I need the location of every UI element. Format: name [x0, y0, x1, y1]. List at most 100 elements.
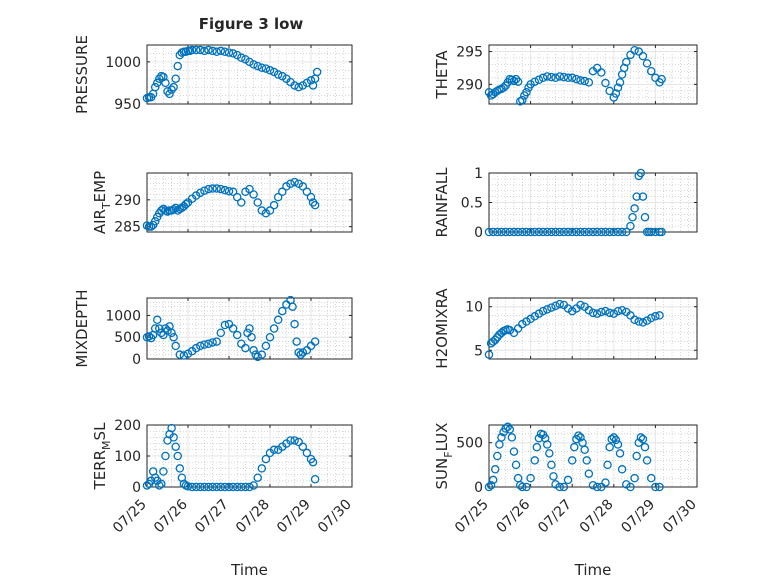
data-point — [302, 187, 312, 197]
data-point — [294, 348, 303, 357]
data-point — [208, 338, 217, 347]
data-point — [576, 300, 585, 310]
data-point — [563, 475, 573, 485]
data-point — [611, 89, 621, 98]
data-point — [555, 227, 564, 237]
y-axis-label: SUNFLUX — [433, 423, 455, 490]
data-point — [549, 472, 558, 481]
data-point — [183, 482, 193, 491]
axes-box — [146, 172, 353, 233]
data-point — [208, 184, 217, 193]
data-point — [547, 460, 556, 470]
data-point — [224, 186, 234, 196]
data-point — [292, 337, 301, 346]
y-tick-label: 1 — [474, 166, 483, 182]
data-point — [200, 482, 209, 492]
data-point — [580, 76, 589, 86]
data-point — [157, 479, 166, 489]
data-point — [269, 200, 279, 210]
data-point — [261, 454, 271, 464]
data-point — [576, 76, 585, 85]
data-point — [171, 341, 180, 351]
data-point — [522, 227, 531, 237]
y-axis-label: THETA — [433, 50, 451, 100]
data-point — [588, 227, 598, 237]
data-point — [636, 168, 646, 178]
x-tick-label: 07/27 — [535, 497, 575, 537]
data-point — [224, 48, 234, 57]
data-point — [488, 227, 498, 237]
data-point — [642, 59, 652, 68]
data-point — [497, 433, 506, 442]
data-point — [294, 82, 303, 92]
data-point — [249, 346, 258, 355]
data-point — [584, 469, 594, 478]
x-tick-label: 07/29 — [274, 497, 314, 537]
data-point — [630, 204, 639, 213]
data-point — [551, 227, 560, 237]
data-point — [542, 72, 552, 81]
data-point — [522, 482, 531, 492]
data-series — [484, 45, 666, 106]
data-point — [615, 78, 625, 87]
data-point — [636, 433, 646, 442]
data-point — [622, 57, 631, 67]
data-point — [609, 433, 619, 442]
data-point — [501, 227, 510, 237]
data-point — [518, 319, 527, 329]
data-point — [640, 212, 650, 222]
data-point — [273, 70, 283, 79]
data-point — [588, 308, 598, 318]
data-point — [588, 480, 598, 490]
data-point — [247, 332, 256, 342]
data-point — [486, 480, 496, 490]
data-point — [607, 434, 616, 444]
data-point — [584, 227, 594, 237]
data-point — [249, 481, 258, 490]
data-point — [241, 343, 250, 353]
data-point — [212, 337, 221, 346]
data-point — [503, 422, 512, 432]
data-point — [630, 315, 639, 325]
data-point — [493, 227, 502, 237]
data-point — [187, 482, 197, 492]
data-point — [601, 78, 610, 88]
data-point — [638, 192, 648, 201]
y-tick-label: 0.5 — [461, 196, 483, 212]
data-point — [204, 45, 213, 55]
x-axis-label: Time — [230, 561, 268, 579]
data-point — [167, 328, 176, 338]
data-point — [290, 436, 299, 445]
data-point — [530, 77, 540, 86]
data-point — [538, 227, 548, 237]
data-point — [228, 187, 238, 197]
data-point — [204, 339, 213, 348]
x-tick-label: 07/26 — [151, 496, 191, 536]
y-tick-label: 0 — [132, 480, 141, 496]
subplot-1: 950 1000 PRESSURE — [73, 35, 353, 114]
data-point — [286, 436, 295, 445]
data-point — [538, 73, 548, 83]
x-tick-label: 07/25 — [452, 497, 492, 537]
data-point — [175, 350, 185, 359]
data-point — [542, 227, 552, 237]
data-point — [245, 482, 254, 492]
data-point — [580, 227, 589, 237]
data-point — [241, 482, 250, 492]
data-point — [509, 447, 519, 456]
data-point — [490, 335, 500, 345]
data-point — [245, 184, 254, 194]
data-point — [150, 217, 160, 226]
data-point — [161, 451, 170, 461]
data-point — [265, 66, 275, 75]
data-point — [582, 456, 592, 465]
data-point — [592, 482, 602, 492]
subplot-4: 0 0.5 1 RAINFALL — [433, 166, 698, 241]
data-point — [551, 301, 560, 311]
y-axis-label: AIRTEMP — [91, 171, 113, 234]
data-point — [493, 451, 502, 461]
data-point — [484, 482, 494, 492]
y-axis-label: TERRMSL — [91, 422, 113, 491]
data-point — [634, 317, 644, 326]
